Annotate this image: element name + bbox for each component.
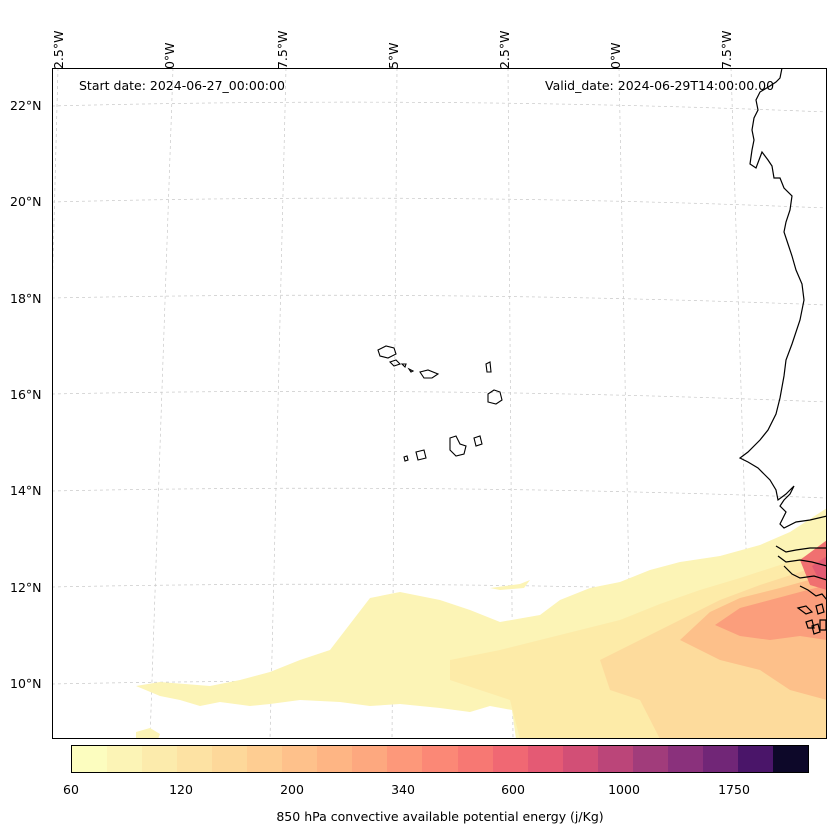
lat-label-20n: 20°N [10,194,42,209]
colorbar-label: 850 hPa convective available potential e… [276,809,604,824]
colorbar-segment [352,746,388,772]
colorbar-segment [422,746,458,772]
colorbar-tick-200: 200 [280,782,304,797]
colorbar-tick-1750: 1750 [718,782,750,797]
african-coastline [738,69,826,635]
colorbar [71,745,809,773]
map-canvas [53,69,826,738]
map-panel[interactable] [52,68,827,739]
lat-label-10n: 10°N [10,676,42,691]
colorbar-segment [247,746,283,772]
colorbar-tick-340: 340 [391,782,415,797]
cape-field [136,508,826,738]
colorbar-segment [667,746,703,772]
cape-contour-600 [715,585,826,640]
lat-label-22n: 22°N [10,98,42,113]
lat-label-12n: 12°N [10,580,42,595]
colorbar-segment [772,746,808,772]
valid-date-text: Valid_date: 2024-06-29T14:00:00.00 [545,78,775,93]
colorbar-tick-600: 600 [501,782,525,797]
colorbar-segment [702,746,738,772]
lat-label-16n: 16°N [10,387,42,402]
colorbar-segment [107,746,143,772]
lat-label-18n: 18°N [10,291,42,306]
lat-label-14n: 14°N [10,483,42,498]
colorbar-segment [212,746,248,772]
colorbar-segment [177,746,213,772]
colorbar-segment [632,746,668,772]
colorbar-segment [562,746,598,772]
colorbar-segment [527,746,563,772]
colorbar-segment [142,746,178,772]
colorbar-segment [597,746,633,772]
cape-contour-1750 [812,556,826,580]
cape-contour-60b [136,728,160,738]
start-date-text: Start date: 2024-06-27_00:00:00 [79,78,285,93]
colorbar-tick-120: 120 [169,782,193,797]
colorbar-segment [737,746,773,772]
colorbar-tick-1000: 1000 [608,782,640,797]
colorbar-segment [457,746,493,772]
colorbar-segment [492,746,528,772]
cape-contour-60c [490,580,530,590]
colorbar-tick-60: 60 [63,782,79,797]
cape-verde-islands [377,345,503,462]
colorbar-segment [282,746,318,772]
colorbar-segment [317,746,353,772]
colorbar-segment [387,746,423,772]
colorbar-segment [72,746,108,772]
